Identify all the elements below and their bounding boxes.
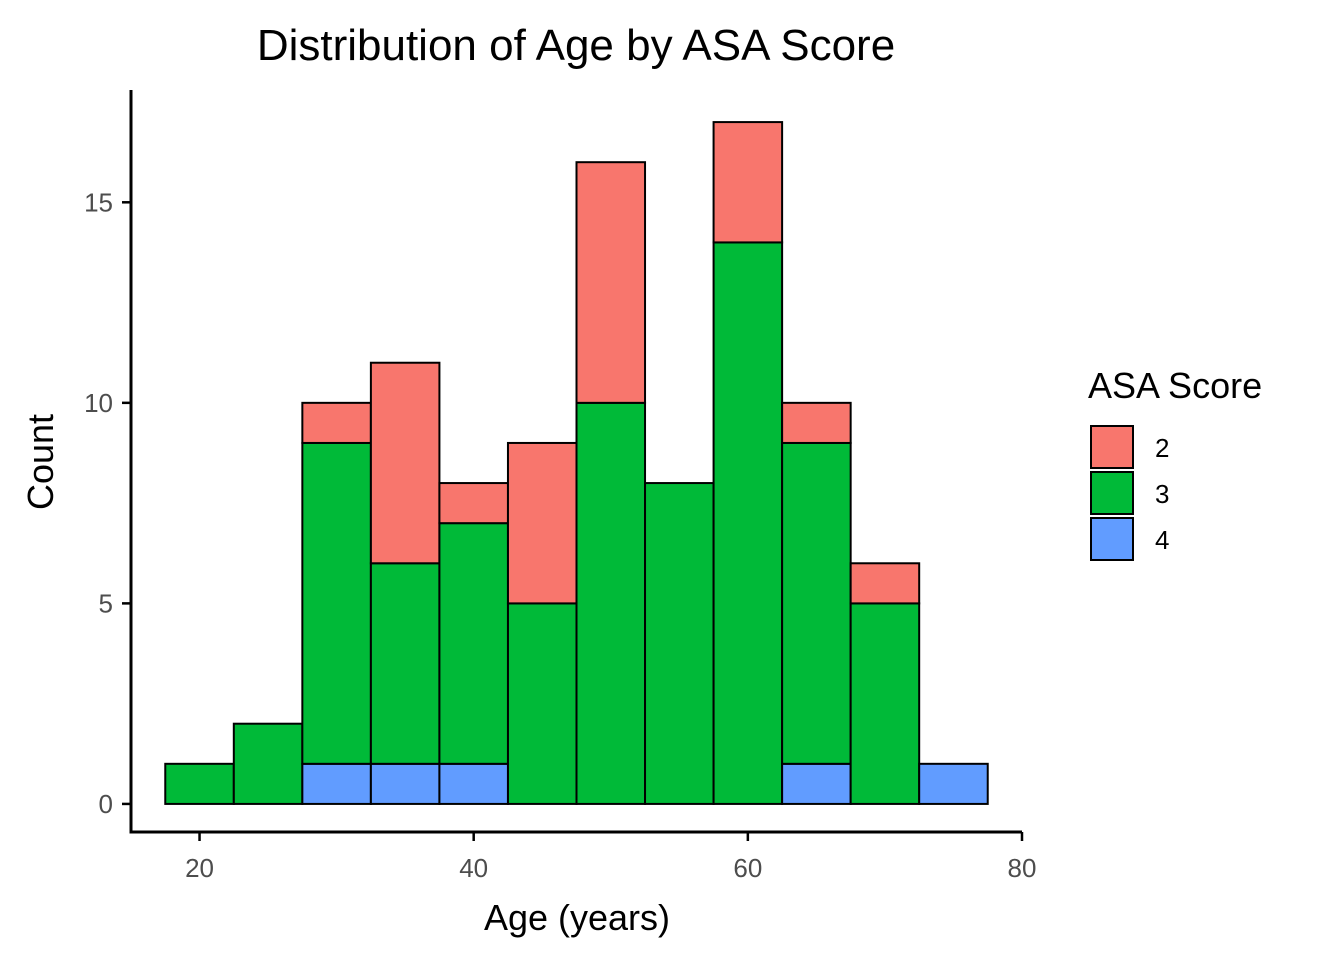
legend-key-2 [1090, 425, 1134, 469]
y-tick-label-5: 5 [99, 588, 113, 618]
bar-70-asa-3 [849, 602, 921, 805]
y-tick-label-10: 10 [84, 388, 113, 418]
legend-label-4: 4 [1155, 525, 1169, 555]
bar-40-asa-2 [438, 482, 509, 525]
bar-45-asa-3 [506, 602, 578, 805]
x-tick-label-40: 40 [459, 853, 488, 883]
y-axis-title: Count [20, 414, 61, 510]
bar-45-asa-2 [506, 441, 578, 605]
legend-label-2: 2 [1155, 433, 1169, 463]
legend-key-4 [1090, 517, 1134, 561]
bar-60-asa-3 [712, 241, 784, 805]
legend-title: ASA Score [1088, 365, 1262, 406]
y-tick-label-0: 0 [99, 789, 113, 819]
legend: ASA Score 2 3 4 [1088, 365, 1262, 561]
bar-30-asa-3 [301, 441, 372, 765]
x-tick-label-80: 80 [1008, 853, 1037, 883]
bar-60-asa-2 [712, 121, 784, 244]
y-tick-label-15: 15 [84, 187, 113, 217]
axes-layer: 20 40 60 80 0 5 10 15 [84, 90, 1036, 883]
bar-55-asa-3 [644, 482, 715, 805]
bar-35-asa-4 [369, 762, 441, 805]
bar-50-asa-3 [575, 401, 647, 805]
legend-label-3: 3 [1155, 479, 1169, 509]
bar-65-asa-2 [781, 401, 852, 444]
bar-50-asa-2 [575, 161, 647, 404]
bar-75-asa-4 [918, 762, 989, 805]
x-tick-label-60: 60 [733, 853, 762, 883]
x-tick-label-20: 20 [185, 853, 214, 883]
bar-65-asa-4 [781, 762, 852, 805]
chart-title: Distribution of Age by ASA Score [257, 21, 895, 70]
bars-layer [164, 121, 989, 805]
legend-key-3 [1090, 471, 1134, 515]
bar-35-asa-3 [369, 562, 441, 765]
bar-30-asa-2 [301, 401, 372, 444]
bar-70-asa-2 [849, 562, 921, 605]
bar-40-asa-3 [438, 522, 509, 765]
bar-30-asa-4 [301, 762, 372, 805]
x-axis-title: Age (years) [484, 897, 670, 938]
bar-40-asa-4 [438, 762, 509, 805]
bar-35-asa-2 [369, 361, 441, 565]
bar-20-asa-3 [164, 762, 235, 805]
bar-65-asa-3 [781, 441, 852, 765]
bar-25-asa-3 [232, 722, 304, 805]
